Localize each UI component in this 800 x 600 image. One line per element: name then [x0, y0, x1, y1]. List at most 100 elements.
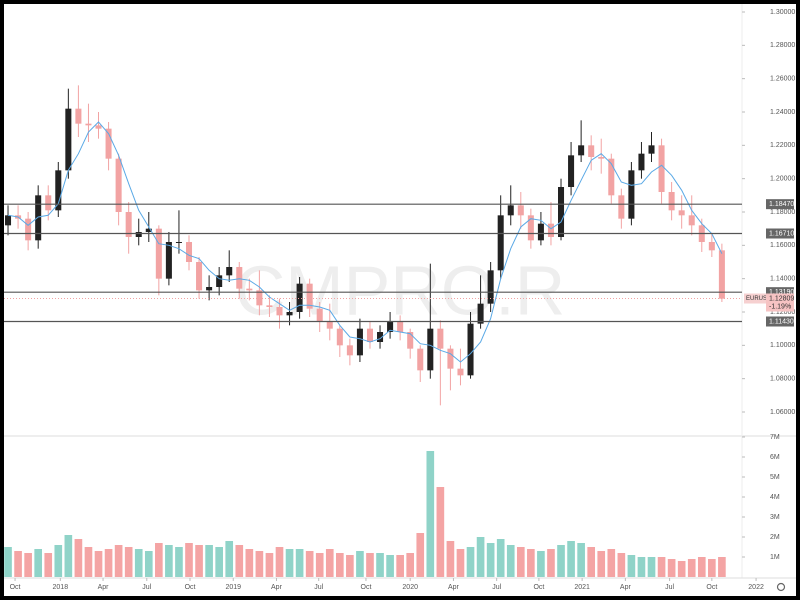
candle-body	[487, 270, 494, 304]
volume-bar	[486, 543, 495, 577]
volume-bar	[476, 537, 485, 577]
candle-body	[125, 212, 132, 237]
level-label-box	[766, 316, 794, 327]
volume-bar	[577, 543, 585, 577]
candle-body	[95, 125, 102, 129]
candle-body	[5, 215, 12, 226]
y-tick-label: 1.22000	[770, 142, 795, 149]
candle-body	[648, 145, 655, 154]
volume-bar	[647, 557, 656, 577]
candle-body	[216, 275, 223, 287]
candle-body	[145, 228, 152, 232]
candle-body	[326, 322, 333, 329]
y-tick-label: 1.20000	[770, 176, 795, 183]
y-tick-label: 1.28000	[770, 42, 795, 49]
candle-body	[75, 108, 82, 124]
candle-body	[387, 322, 394, 332]
candle-body	[477, 303, 484, 324]
volume-bar	[516, 547, 525, 577]
x-tick-label: Apr	[271, 584, 283, 591]
x-tick-label: Oct	[361, 584, 372, 591]
volume-bar	[527, 549, 535, 577]
volume-bar	[335, 553, 344, 577]
x-tick-label: Jul	[492, 584, 501, 591]
volume-bar	[346, 555, 354, 577]
x-tick-label: 2020	[402, 584, 418, 591]
y-tick-label: 1.18000	[770, 209, 795, 216]
volume-bar	[155, 543, 163, 577]
volume-bar	[637, 557, 646, 577]
candle-body	[346, 345, 353, 356]
symbol-box	[744, 293, 766, 304]
volume-bar	[386, 555, 394, 577]
candle-body	[558, 187, 565, 237]
volume-bar	[225, 541, 234, 577]
candle-body	[286, 312, 293, 316]
candle-body	[45, 195, 52, 211]
candle-body	[537, 223, 544, 241]
volume-bar	[506, 545, 515, 577]
volume-bar	[205, 545, 213, 577]
x-tick-label: Jul	[665, 584, 674, 591]
volume-bar	[325, 549, 334, 577]
volume-tick-label: 7M	[770, 434, 780, 441]
level-label-box	[766, 228, 794, 239]
candle-body	[598, 157, 605, 159]
volume-bar	[557, 545, 565, 577]
level-label: 1.13190	[769, 289, 794, 296]
candle-body	[377, 332, 384, 342]
volume-bar	[315, 553, 324, 577]
volume-bar	[295, 549, 304, 577]
volume-bar	[627, 555, 636, 577]
volume-bar	[466, 547, 475, 577]
candle-body	[276, 307, 283, 316]
candle-body	[678, 210, 685, 216]
volume-bar	[366, 553, 374, 577]
level-label: 1.11430	[769, 318, 794, 325]
candle-body	[417, 348, 424, 371]
volume-bar	[245, 549, 254, 577]
volume-bar	[265, 553, 274, 577]
volume-bar	[687, 559, 696, 577]
candle-body	[427, 328, 434, 371]
candle-body	[366, 328, 373, 342]
candle-body	[568, 155, 575, 187]
x-tick-label: Apr	[448, 584, 460, 591]
volume-bar	[34, 549, 43, 577]
volume-bar	[697, 557, 706, 577]
gear[interactable]	[776, 582, 786, 592]
candle-body	[296, 283, 303, 312]
candle-body	[266, 305, 273, 307]
volume-bar	[255, 551, 264, 577]
candle-body	[437, 328, 444, 349]
y-tick-label: 1.14000	[770, 276, 795, 283]
volume-bar	[597, 551, 606, 577]
volume-bar	[587, 547, 596, 577]
candle-body	[668, 192, 675, 211]
volume-tick-label: 6M	[770, 454, 780, 461]
candle-body	[65, 108, 72, 171]
volume-bar	[496, 539, 505, 577]
candle-body	[547, 223, 554, 237]
volume-bar	[44, 553, 53, 577]
level-label: 1.16710	[769, 230, 794, 237]
settings-icon[interactable]	[776, 582, 786, 592]
y-tick-label: 1.26000	[770, 76, 795, 83]
last-change-label: -1.19%	[769, 303, 791, 310]
candle-body	[165, 242, 172, 279]
candle-body	[55, 170, 62, 211]
candle-body	[185, 242, 193, 262]
candle-body	[175, 242, 182, 243]
volume-bar	[396, 555, 404, 577]
candle-body	[196, 262, 203, 291]
x-tick-label: 2019	[225, 584, 241, 591]
background	[4, 4, 796, 596]
volume-bar	[406, 553, 415, 577]
candle-body	[115, 158, 122, 212]
volume-bar	[185, 543, 193, 577]
candle-body	[507, 205, 514, 216]
candle-body	[206, 287, 213, 291]
candle-body	[407, 332, 414, 349]
candle-body	[517, 205, 524, 216]
volume-bar	[718, 557, 726, 577]
